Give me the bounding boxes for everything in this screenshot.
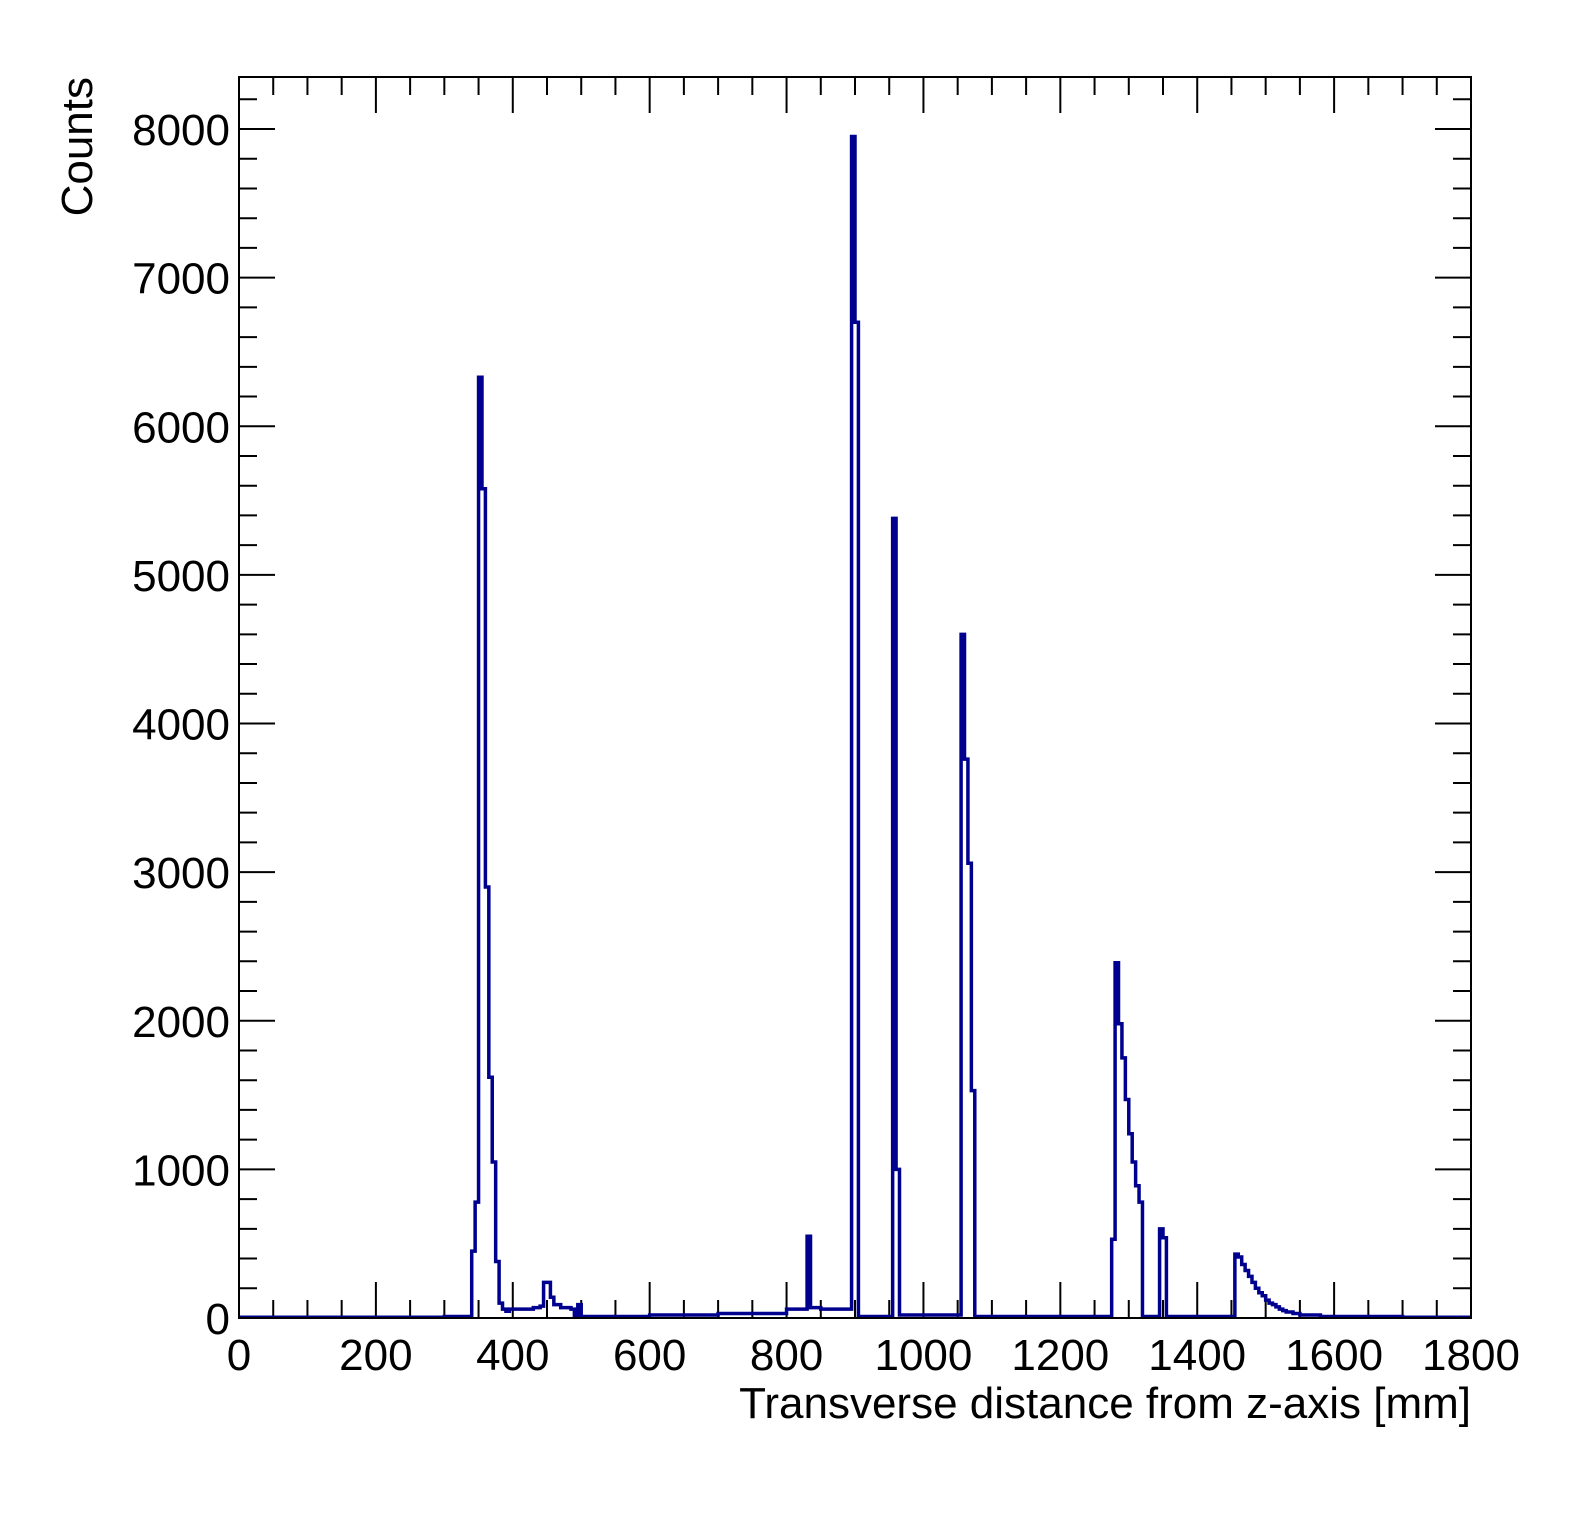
x-tick-label: 800 <box>750 1331 823 1380</box>
x-tick-label: 1200 <box>1011 1331 1109 1380</box>
x-tick-label: 600 <box>613 1331 686 1380</box>
x-tick-label: 200 <box>339 1331 412 1380</box>
x-tick-label: 1000 <box>874 1331 972 1380</box>
y-tick-label: 5000 <box>132 552 230 601</box>
y-tick-labels: 0 1000 2000 3000 4000 5000 6000 7000 8000 <box>132 106 230 1344</box>
x-tick-label: 0 <box>227 1331 251 1380</box>
x-axis-title: Transverse distance from z-axis [mm] <box>739 1379 1471 1428</box>
x-tick-labels: 0 200 400 600 800 1000 1200 1400 1600 1800 <box>227 1331 1520 1380</box>
y-tick-label: 6000 <box>132 403 230 452</box>
y-axis-title: Counts <box>53 77 102 216</box>
y-tick-label: 2000 <box>132 998 230 1047</box>
y-tick-label: 7000 <box>132 255 230 304</box>
plot-frame <box>238 76 1472 1319</box>
x-tick-label: 1800 <box>1422 1331 1520 1380</box>
y-tick-label: 4000 <box>132 701 230 750</box>
x-tick-label: 400 <box>476 1331 549 1380</box>
x-tick-label: 1400 <box>1148 1331 1246 1380</box>
x-tick-label: 1600 <box>1285 1331 1383 1380</box>
y-tick-label: 3000 <box>132 849 230 898</box>
y-tick-label: 0 <box>206 1295 230 1344</box>
histogram-series-line <box>239 134 1471 1320</box>
y-tick-label: 1000 <box>132 1146 230 1195</box>
y-tick-label: 8000 <box>132 106 230 155</box>
